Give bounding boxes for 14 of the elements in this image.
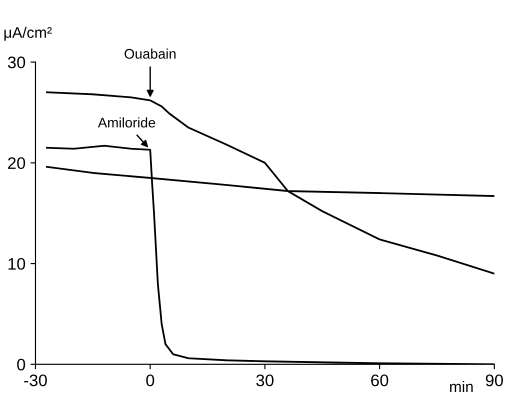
y-tick-label: 30 — [8, 56, 26, 68]
line-series — [46, 91, 494, 275]
x-tick-label: 30 — [256, 374, 274, 386]
y-tick-label: 10 — [8, 258, 26, 270]
x-tick-label: 0 — [146, 374, 154, 386]
x-tick-label: -30 — [24, 374, 47, 386]
x-axis-title: min — [450, 380, 473, 392]
y-axis-title: μA/cm² — [4, 26, 52, 41]
annotation: Amiloride — [98, 117, 156, 128]
x-tick-label: 90 — [486, 374, 503, 386]
x-tick-label: 60 — [371, 374, 388, 386]
y-tick-label: 20 — [8, 157, 26, 170]
y-tick-label: 0 — [17, 358, 26, 371]
annotation: Ouabain — [124, 48, 176, 59]
